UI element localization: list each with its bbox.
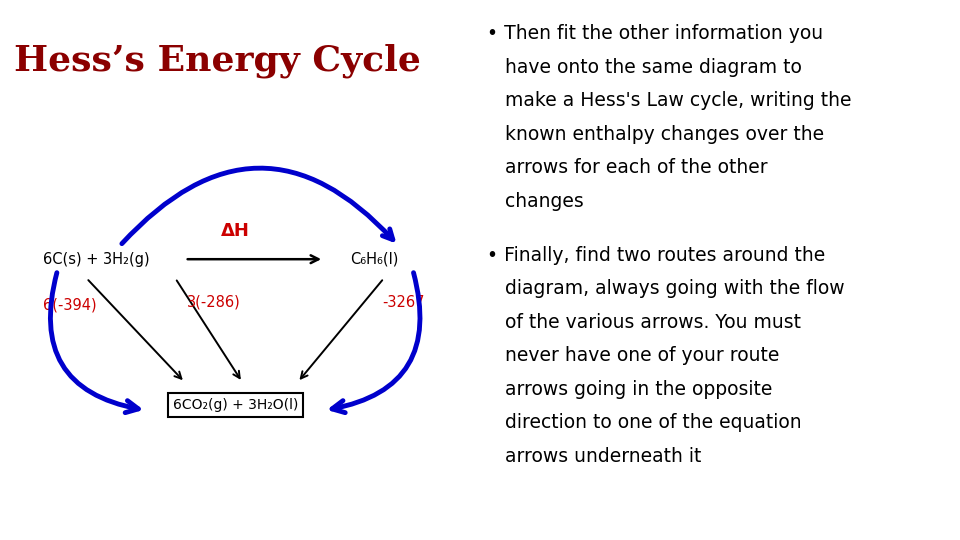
FancyArrowPatch shape (122, 168, 393, 244)
Text: • Then fit the other information you: • Then fit the other information you (487, 24, 824, 43)
Text: arrows underneath it: arrows underneath it (487, 447, 702, 465)
Text: arrows for each of the other: arrows for each of the other (487, 158, 768, 177)
Text: 6CO₂(g) + 3H₂O(l): 6CO₂(g) + 3H₂O(l) (173, 398, 298, 412)
Text: Hess’s Energy Cycle: Hess’s Energy Cycle (14, 43, 421, 78)
Text: diagram, always going with the flow: diagram, always going with the flow (487, 279, 845, 298)
FancyArrowPatch shape (50, 273, 138, 413)
Text: • Finally, find two routes around the: • Finally, find two routes around the (487, 246, 826, 265)
Text: arrows going in the opposite: arrows going in the opposite (487, 380, 773, 399)
Text: 3(-286): 3(-286) (187, 295, 240, 310)
Text: have onto the same diagram to: have onto the same diagram to (487, 58, 802, 77)
Text: of the various arrows. You must: of the various arrows. You must (487, 313, 802, 332)
Text: direction to one of the equation: direction to one of the equation (487, 413, 802, 432)
Text: -3267: -3267 (382, 295, 424, 310)
Text: 6(-394): 6(-394) (43, 298, 96, 313)
Text: changes: changes (487, 192, 584, 211)
Text: ΔH: ΔH (221, 222, 250, 240)
Text: known enthalpy changes over the: known enthalpy changes over the (487, 125, 825, 144)
FancyArrowPatch shape (332, 273, 420, 413)
Text: make a Hess's Law cycle, writing the: make a Hess's Law cycle, writing the (487, 91, 852, 110)
Text: C₆H₆(l): C₆H₆(l) (350, 252, 398, 267)
Text: never have one of your route: never have one of your route (487, 346, 780, 365)
Text: 6C(s) + 3H₂(g): 6C(s) + 3H₂(g) (42, 252, 150, 267)
